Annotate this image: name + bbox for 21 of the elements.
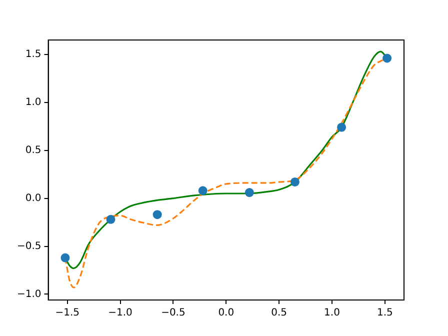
y-tick-label: −0.5 [16,240,42,252]
y-tick-label: 1.0 [25,96,42,108]
point [244,188,254,198]
x-tick-label: −1.5 [55,308,80,319]
point [382,54,392,63]
y-tick-label: 0.5 [25,144,42,156]
x-tick-label: −0.5 [161,308,186,319]
x-tick-label: −1.0 [108,308,132,319]
point [337,122,346,132]
x-tick-label: 1.0 [324,308,340,319]
y-tick-label: 1.5 [25,48,42,60]
point [152,210,162,220]
y-tick-label: −1.0 [16,288,42,300]
point [106,214,116,224]
point [60,253,70,262]
x-tick-label: 0.0 [218,308,234,319]
x-tick-label: 0.5 [271,308,288,319]
y-tick-label: 0.0 [25,192,42,204]
point [198,186,208,196]
point [290,177,300,186]
x-tick-label: 1.5 [376,308,393,319]
